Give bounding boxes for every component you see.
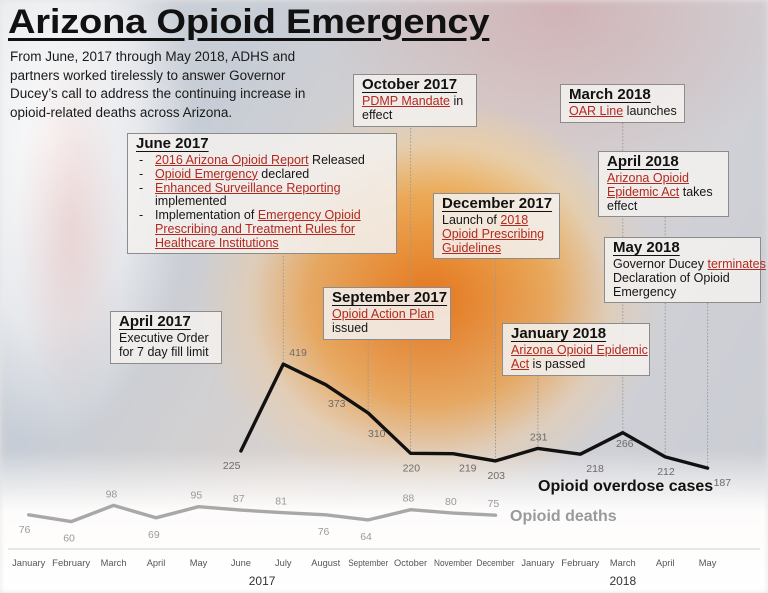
svg-text:June: June xyxy=(231,558,251,568)
svg-text:95: 95 xyxy=(191,490,203,502)
svg-text:April: April xyxy=(147,558,166,568)
svg-text:98: 98 xyxy=(106,488,118,500)
svg-text:80: 80 xyxy=(445,496,457,508)
svg-text:October: October xyxy=(394,558,427,568)
svg-text:March: March xyxy=(610,558,636,568)
svg-text:December: December xyxy=(477,558,515,568)
svg-text:January: January xyxy=(521,558,554,568)
svg-text:60: 60 xyxy=(63,533,75,545)
svg-text:187: 187 xyxy=(714,477,732,489)
svg-text:212: 212 xyxy=(657,466,675,478)
svg-text:218: 218 xyxy=(586,463,604,475)
svg-text:266: 266 xyxy=(616,438,634,450)
svg-text:203: 203 xyxy=(488,470,506,482)
svg-text:November: November xyxy=(434,558,472,568)
svg-text:81: 81 xyxy=(275,496,287,508)
svg-text:88: 88 xyxy=(403,493,415,505)
svg-text:87: 87 xyxy=(233,493,245,505)
svg-text:April: April xyxy=(656,558,675,568)
svg-text:69: 69 xyxy=(148,529,160,541)
svg-text:76: 76 xyxy=(19,524,31,536)
svg-text:2017: 2017 xyxy=(249,574,276,588)
svg-text:310: 310 xyxy=(368,428,386,440)
svg-text:75: 75 xyxy=(488,498,500,510)
svg-text:419: 419 xyxy=(289,347,307,359)
svg-text:225: 225 xyxy=(223,460,241,472)
svg-text:220: 220 xyxy=(403,462,421,474)
svg-text:May: May xyxy=(699,558,717,568)
svg-text:May: May xyxy=(190,558,208,568)
svg-text:July: July xyxy=(275,558,292,568)
svg-text:January: January xyxy=(12,558,45,568)
svg-text:September: September xyxy=(348,558,388,568)
svg-text:231: 231 xyxy=(530,431,548,443)
svg-text:2018: 2018 xyxy=(609,574,636,588)
svg-text:February: February xyxy=(52,558,90,568)
svg-text:64: 64 xyxy=(360,531,372,543)
svg-text:February: February xyxy=(561,558,599,568)
svg-text:219: 219 xyxy=(459,463,477,475)
svg-text:March: March xyxy=(101,558,127,568)
svg-text:August: August xyxy=(311,558,340,568)
svg-text:76: 76 xyxy=(318,526,330,538)
svg-text:373: 373 xyxy=(328,398,346,410)
